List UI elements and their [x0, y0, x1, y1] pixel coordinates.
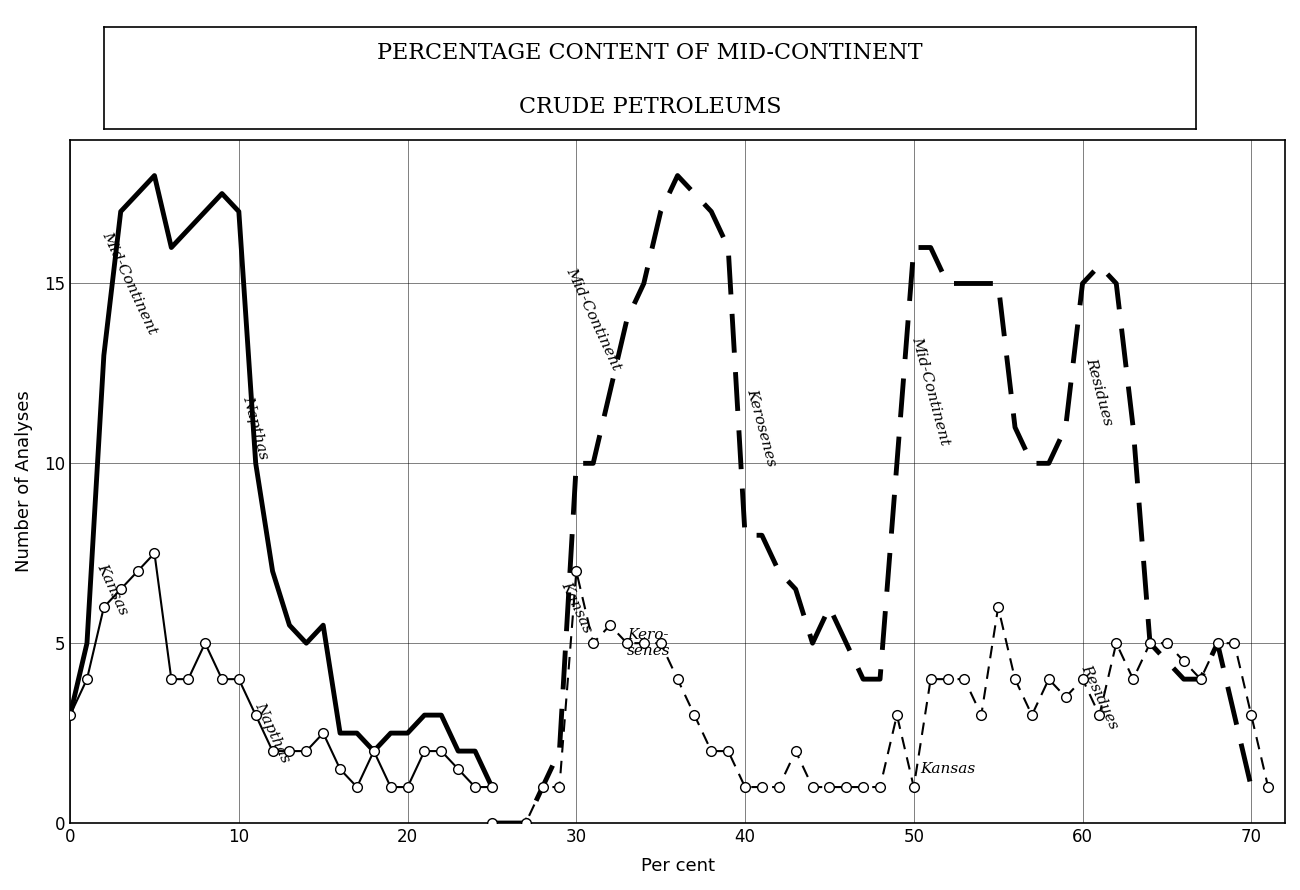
Text: CRUDE PETROLEUMS: CRUDE PETROLEUMS: [519, 96, 781, 117]
Text: Residues: Residues: [1078, 662, 1121, 732]
Text: Mid-Continent: Mid-Continent: [99, 230, 159, 337]
Text: Kansas: Kansas: [920, 762, 975, 776]
Text: Napthas: Napthas: [252, 700, 292, 765]
Y-axis label: Number of Analyses: Number of Analyses: [16, 391, 32, 572]
Text: Napthas: Napthas: [240, 394, 270, 461]
X-axis label: Per cent: Per cent: [641, 857, 715, 875]
Text: Kerosenes: Kerosenes: [745, 387, 779, 468]
Text: Mid-Continent: Mid-Continent: [563, 266, 623, 373]
Text: Mid-Continent: Mid-Continent: [910, 336, 952, 448]
Text: Kero-
senes: Kero- senes: [627, 628, 671, 659]
Text: Kansas: Kansas: [558, 579, 594, 635]
Text: Kansas: Kansas: [95, 562, 130, 618]
Text: PERCENTAGE CONTENT OF MID-CONTINENT: PERCENTAGE CONTENT OF MID-CONTINENT: [377, 43, 923, 64]
Text: Residues: Residues: [1084, 356, 1115, 427]
